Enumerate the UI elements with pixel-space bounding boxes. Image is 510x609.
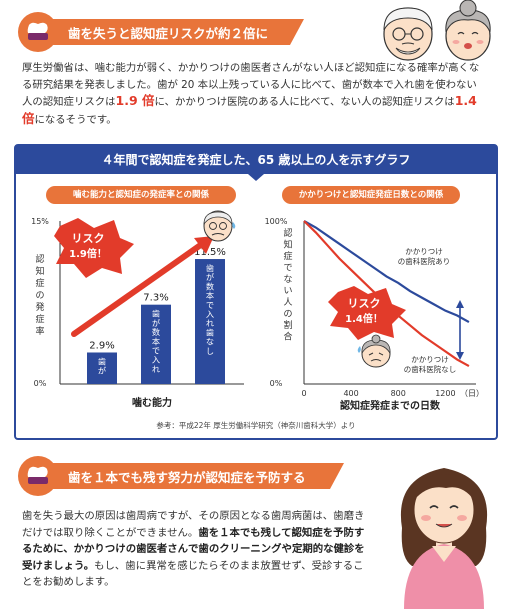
ylabel-char: の [35, 291, 44, 301]
ylabel-char: 知 [283, 239, 292, 251]
right-ytick-bottom: 0% [270, 379, 283, 388]
x-tick-label: 1200 [435, 389, 455, 398]
section2-header: 歯を１本でも残す努力が認知症を予防する [18, 456, 344, 496]
risk-1-4-highlight: 1.4 倍 [22, 93, 477, 126]
ylabel-char: 症 [283, 250, 292, 262]
bar-category-char: で [206, 300, 214, 310]
series-label: かかりつけ [411, 355, 449, 364]
bar-value-label: 7.3% [143, 293, 168, 304]
ylabel-char: 症 [35, 313, 44, 325]
trend-arrowhead [194, 236, 214, 254]
section1-header: 歯を失うと認知症リスクが約２倍に [18, 12, 304, 52]
ylabel-char: い [283, 287, 292, 297]
ylabel-char: 割 [283, 319, 292, 331]
bar-category-char: 数 [152, 327, 160, 337]
bar-category-char: 入 [152, 355, 160, 365]
bar-1 [87, 352, 117, 384]
left-ytick-top: 15% [31, 217, 49, 226]
source-note: 参考：平成22年 厚生労働科学研究（神奈川歯科大学）より [156, 421, 356, 430]
bar-category-char: 入 [206, 309, 214, 319]
bar-value-label: 11.5% [194, 247, 226, 258]
ylabel-char: 率 [35, 325, 44, 337]
worried-elderly-woman-icon [357, 334, 391, 368]
risk-badge-right-line2: 1.4倍！ [345, 312, 383, 325]
series-label: かかりつけ [405, 247, 443, 256]
bar-category-char: が [98, 366, 106, 376]
x-tick-label: 800 [391, 389, 406, 398]
left-xlabel: 噛む能力 [132, 396, 172, 409]
graph-panel: ４年間で認知症を発症した、65 歳以上の人を示すグラフ 噛む能力と認知症の発症率… [14, 144, 498, 440]
section2-text-a: 歯を失う最大の原因は歯周病ですが、その原因となる歯周病菌は、歯磨きだけでは取り除… [22, 510, 365, 539]
risk-badge-left-line2: 1.9倍！ [69, 247, 107, 260]
section1-text-c: になるそうです。 [34, 113, 117, 126]
bar-category-char: で [152, 345, 160, 355]
ylabel-char: の [283, 310, 292, 320]
risk-1-4-badge: リスク 1.4倍！ [328, 286, 406, 340]
bar-category-char: な [206, 337, 214, 347]
right-ytick-top: 100% [265, 217, 288, 226]
right-xlabel: 認知症発症までの日数 [340, 399, 441, 412]
bar-category-char: れ [206, 318, 214, 328]
risk-1-9-highlight: 1.9 倍 [115, 93, 155, 109]
bar-category-char: 本 [152, 336, 160, 346]
woman-illustration [400, 468, 488, 609]
ylabel-char: 発 [35, 301, 44, 313]
series-line-1 [303, 220, 470, 324]
section1-paragraph: 厚生労働省は、噛む能力が弱く、かかりつけの歯医者さんがない人ほど認知症になる確率… [22, 60, 484, 128]
section2-text-c: もし、歯に異常を感じたらそのまま放置せず、受診することをお勧めします。 [22, 559, 364, 589]
bar-category-char: し [206, 346, 214, 356]
section2-paragraph: 歯を失う最大の原因は歯周病ですが、その原因となる歯周病菌は、歯磨きだけでは取り除… [22, 508, 372, 591]
right-x-unit: （日） [460, 389, 484, 398]
bar-category-char: が [152, 318, 160, 328]
gap-arrow [456, 300, 464, 360]
left-chart-title: 噛む能力と認知症の発症率との関係 [46, 186, 236, 204]
risk-1-9-badge: リスク 1.9倍！ [54, 218, 134, 278]
ylabel-char: 合 [283, 331, 292, 343]
bar-category-char: 本 [206, 291, 214, 301]
tooth-icon [18, 456, 58, 496]
ylabel-char: 症 [35, 277, 44, 289]
ylabel-char: 認 [35, 253, 44, 265]
section1-title: 歯を失うと認知症リスクが約２倍に [42, 19, 304, 45]
x-tick-label: 400 [343, 389, 358, 398]
worried-elderly-face-icon [203, 210, 236, 242]
ylabel-char: 人 [283, 297, 292, 308]
bar-category-char: 歯 [98, 356, 106, 366]
bar-category-char: が [206, 272, 214, 282]
graph-title: ４年間で認知症を発症した、65 歳以上の人を示すグラフ [16, 146, 496, 181]
series-label: の歯科医院なし [404, 364, 457, 374]
section2-title: 歯を１本でも残す努力が認知症を予防する [42, 463, 344, 489]
x-tick-label: 0 [301, 389, 306, 398]
section2-text-bold: 歯を１本でも残して認知症を予防するために、かかりつけの歯医者さんで歯のクリーニン… [22, 526, 365, 572]
bar-category-char: 歯 [206, 263, 214, 273]
risk-badge-right-line1: リスク [348, 297, 381, 310]
bar-3 [195, 259, 225, 384]
trend-arrow [71, 241, 205, 337]
chewing-bar-chart: 15% 0% 認知症の発症率 2.9%歯が7.3%歯が数本で入れ11.5%歯が数… [31, 210, 244, 409]
bar-value-label: 2.9% [89, 340, 114, 351]
left-ytick-bottom: 0% [34, 379, 47, 388]
elderly-couple-illustration [383, 0, 491, 61]
series-label: の歯科医院あり [398, 256, 451, 266]
bar-category-char: 数 [206, 281, 214, 291]
ylabel-char: で [283, 264, 292, 274]
ylabel-char: な [283, 274, 292, 285]
risk-badge-left-line1: リスク [72, 232, 105, 245]
tooth-icon [18, 12, 58, 52]
bar-2 [141, 304, 171, 384]
bar-category-char: 歯 [152, 309, 160, 319]
right-chart-title: かかりつけと認知症発症日数との関係 [282, 186, 460, 204]
ylabel-char: 認 [283, 227, 292, 239]
bar-category-char: れ [152, 364, 160, 374]
section1-text-a: 厚生労働省は、噛む能力が弱く、かかりつけの歯医者さんがない人ほど認知症になる確率… [22, 62, 480, 109]
ylabel-char: 知 [35, 265, 44, 277]
section1-text-b: に、かかりつけ医院のある人に比べて、ない人の認知症リスクは [154, 96, 455, 109]
bar-category-char: 歯 [206, 327, 214, 337]
left-ylabel: 認知症の発症率 [35, 253, 44, 337]
